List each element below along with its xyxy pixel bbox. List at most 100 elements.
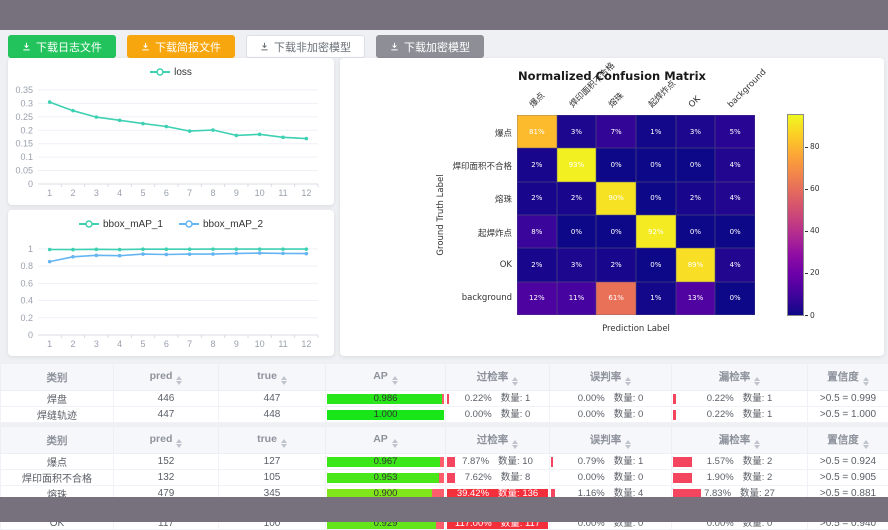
svg-text:0.8: 0.8 <box>20 261 33 271</box>
confusion-matrix-plot: Ground Truth Label Prediction Label 81%3… <box>340 58 884 356</box>
sort-caret-icon[interactable] <box>281 376 287 385</box>
col-header-AP[interactable]: AP <box>326 364 446 391</box>
cell-miss: 0.22%数量: 1 <box>672 391 808 407</box>
mis-bar-wrap: 0.79%数量: 1 <box>551 457 670 467</box>
legend-item-loss[interactable]: loss <box>150 67 192 78</box>
download-report-button[interactable]: 下载简报文件 <box>127 35 235 58</box>
sort-caret-icon[interactable] <box>392 376 398 385</box>
cm-cell: 1% <box>636 115 676 148</box>
cell-confidence: >0.5 = 0.905 <box>808 470 888 486</box>
col-header-置信度[interactable]: 置信度 <box>808 364 888 391</box>
cm-cell: 4% <box>715 148 755 181</box>
download-icon <box>390 42 399 51</box>
cm-cell: 3% <box>557 115 597 148</box>
download-log-button[interactable]: 下载日志文件 <box>8 35 116 58</box>
cm-cell: 11% <box>557 282 597 315</box>
mis-rate-text: 0.00%数量: 0 <box>551 410 670 420</box>
download-log-label: 下载日志文件 <box>36 39 102 55</box>
sort-caret-icon[interactable] <box>176 376 182 385</box>
sort-caret-icon[interactable] <box>863 440 869 449</box>
svg-text:0.2: 0.2 <box>20 313 33 323</box>
sort-caret-icon[interactable] <box>281 439 287 448</box>
ap-bar-wrap: 0.967 <box>327 457 444 467</box>
svg-text:8: 8 <box>210 339 215 349</box>
cell-true: 447 <box>219 391 326 407</box>
sort-caret-icon[interactable] <box>754 377 760 386</box>
svg-text:6: 6 <box>164 339 169 349</box>
legend-marker-icon <box>150 67 170 77</box>
col-header-AP[interactable]: AP <box>326 427 446 454</box>
col-header-pred[interactable]: pred <box>114 427 219 454</box>
cm-cell: 0% <box>636 182 676 215</box>
svg-text:9: 9 <box>234 339 239 349</box>
sort-caret-icon[interactable] <box>754 440 760 449</box>
cm-row-label: 熔珠 <box>398 193 512 205</box>
sort-caret-icon[interactable] <box>863 377 869 386</box>
col-header-过检率[interactable]: 过检率 <box>446 364 550 391</box>
sort-caret-icon[interactable] <box>625 377 631 386</box>
over-rate-text: 7.87%数量: 10 <box>447 457 548 467</box>
legend-item-bbox_mAP_2[interactable]: bbox_mAP_2 <box>179 219 263 230</box>
sort-caret-icon[interactable] <box>176 439 182 448</box>
cell-true: 448 <box>219 407 326 423</box>
cm-cell: 0% <box>596 148 636 181</box>
download-icon <box>22 42 31 51</box>
legend-item-bbox_mAP_1[interactable]: bbox_mAP_1 <box>79 219 163 230</box>
col-header-true[interactable]: true <box>219 364 326 391</box>
miss-bar-wrap: 1.57%数量: 2 <box>673 457 806 467</box>
col-header-pred[interactable]: pred <box>114 364 219 391</box>
sort-caret-icon[interactable] <box>512 440 518 449</box>
cell-miss: 1.90%数量: 2 <box>672 470 808 486</box>
download-encrypted-model-button[interactable]: 下载加密模型 <box>376 35 484 58</box>
col-header-误判率[interactable]: 误判率 <box>550 427 672 454</box>
col-header-过检率[interactable]: 过检率 <box>446 427 550 454</box>
cm-row-label: OK <box>398 260 512 270</box>
cell-cls: 焊盘 <box>1 391 114 407</box>
svg-text:0.2: 0.2 <box>20 125 33 135</box>
download-plain-model-button[interactable]: 下载非加密模型 <box>246 35 365 58</box>
col-header-true[interactable]: true <box>219 427 326 454</box>
col-header-类别: 类别 <box>1 427 114 454</box>
ap-value: 1.000 <box>327 410 444 420</box>
col-header-置信度[interactable]: 置信度 <box>808 427 888 454</box>
cell-ap: 0.967 <box>326 454 446 470</box>
cell-pred: 446 <box>114 391 219 407</box>
miss-rate-text: 1.90%数量: 2 <box>673 473 806 483</box>
legend-label: bbox_mAP_1 <box>103 219 163 230</box>
cell-miss: 1.57%数量: 2 <box>672 454 808 470</box>
cm-cell: 4% <box>715 182 755 215</box>
svg-text:8: 8 <box>210 188 215 198</box>
cm-cell: 0% <box>557 215 597 248</box>
cm-cell: 2% <box>517 148 557 181</box>
col-header-漏检率[interactable]: 漏检率 <box>672 427 808 454</box>
cell-confidence: >0.5 = 0.999 <box>808 391 888 407</box>
cm-cell: 5% <box>715 115 755 148</box>
cm-cell: 13% <box>676 282 716 315</box>
cm-cell: 0% <box>715 215 755 248</box>
ap-bar-wrap: 0.986 <box>327 394 444 404</box>
cm-cell: 0% <box>596 215 636 248</box>
sort-caret-icon[interactable] <box>512 377 518 386</box>
over-rate-text: 0.00%数量: 0 <box>447 410 548 420</box>
col-header-漏检率[interactable]: 漏检率 <box>672 364 808 391</box>
sort-caret-icon[interactable] <box>625 440 631 449</box>
sort-caret-icon[interactable] <box>392 439 398 448</box>
mis-rate-text: 0.00%数量: 0 <box>551 394 670 404</box>
cm-cell: 2% <box>676 182 716 215</box>
download-button-row: 下载日志文件 下载简报文件 下载非加密模型 下载加密模型 <box>8 35 484 58</box>
col-header-误判率[interactable]: 误判率 <box>550 364 672 391</box>
cell-ap: 0.986 <box>326 391 446 407</box>
bottom-window-bar <box>0 497 888 522</box>
svg-text:0.15: 0.15 <box>15 139 33 149</box>
cell-mis: 0.00%数量: 0 <box>550 407 672 423</box>
map-chart-legend: bbox_mAP_1 bbox_mAP_2 <box>8 210 334 234</box>
cm-cell: 61% <box>596 282 636 315</box>
cell-ap: 1.000 <box>326 407 446 423</box>
cell-confidence: >0.5 = 0.924 <box>808 454 888 470</box>
svg-text:0.1: 0.1 <box>20 152 33 162</box>
svg-text:5: 5 <box>140 339 145 349</box>
over-rate-text: 7.62%数量: 8 <box>447 473 548 483</box>
cell-mis: 0.00%数量: 0 <box>550 391 672 407</box>
